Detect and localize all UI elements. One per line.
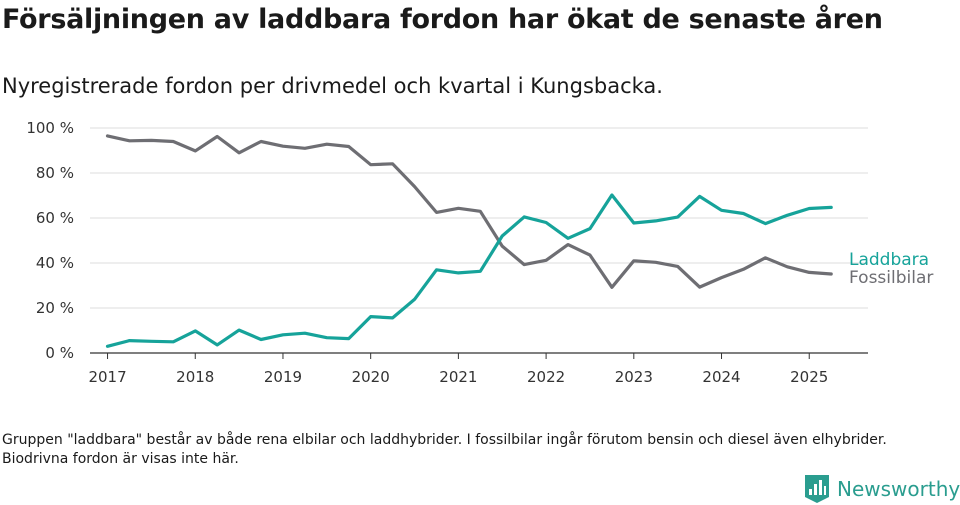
y-tick-label: 100 % [26,119,74,137]
x-tick-label: 2021 [439,368,477,386]
y-tick-label: 40 % [36,254,74,272]
footnote: Gruppen "laddbara" består av både rena e… [2,432,887,467]
y-tick-label: 60 % [36,209,74,227]
line-chart: 0 % 20 % 40 % 60 % 80 % 100 % 2017 2018 2019 2020… [26,119,933,386]
x-tick-label: 2024 [702,368,740,386]
brand: Newsworthy [805,475,960,503]
x-tick-label: 2020 [352,368,390,386]
x-tick-label: 2023 [615,368,653,386]
x-tick-label: 2018 [176,368,214,386]
chart-title: Försäljningen av laddbara fordon har öka… [2,4,883,35]
x-tick-label: 2025 [790,368,828,386]
y-tick-label: 80 % [36,164,74,182]
series-label-laddbara: Laddbara [849,250,929,270]
x-tick-label: 2019 [264,368,302,386]
chart-subtitle: Nyregistrerade fordon per drivmedel och … [2,74,663,98]
y-tick-label: 0 % [45,344,74,362]
newsworthy-logo-icon [805,475,829,503]
brand-name: Newsworthy [837,477,960,501]
x-tick-label: 2022 [527,368,565,386]
y-tick-label: 20 % [36,299,74,317]
series-line-fossilbilar [105,134,833,289]
x-tick-label: 2017 [88,368,126,386]
series-label-fossilbilar: Fossilbilar [849,268,933,288]
series-line-laddbara [105,193,833,348]
